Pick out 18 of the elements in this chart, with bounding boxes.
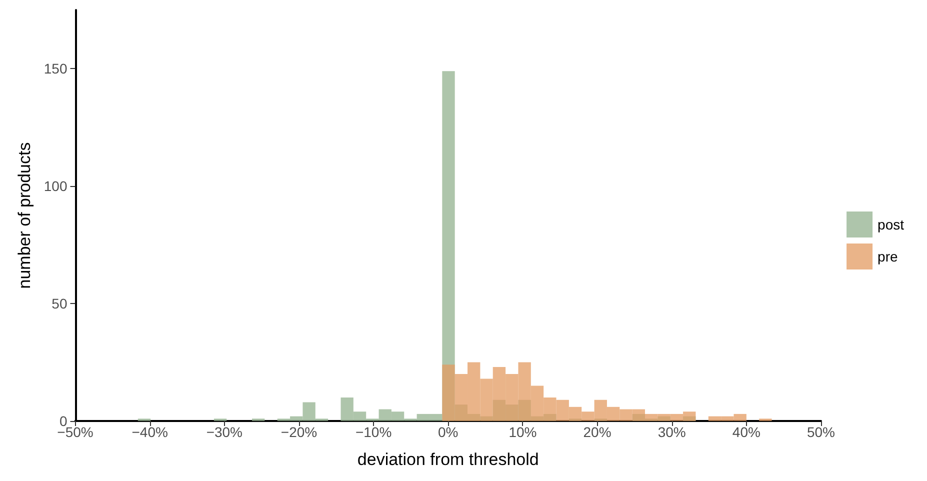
x-tick-label: 40% [732, 424, 760, 440]
x-tick-label: 30% [658, 424, 686, 440]
legend-label: pre [878, 248, 898, 264]
x-tick-label: −30% [206, 424, 243, 440]
x-tick-label: 10% [508, 424, 537, 440]
x-tick-label: 50% [806, 424, 836, 440]
x-tick-label: −20% [280, 424, 318, 440]
y-tick-label: 0 [59, 413, 68, 429]
y-tick-label: 150 [44, 60, 68, 77]
y-tick-label: 100 [44, 178, 68, 194]
y-axis-title: number of products [15, 142, 34, 289]
y-tick-label: 50 [52, 296, 68, 312]
x-tick-label: −40% [132, 424, 168, 440]
x-tick-label: −10% [355, 424, 392, 440]
x-axis-title: deviation from threshold [357, 450, 539, 469]
x-tick-label: 20% [583, 424, 612, 440]
x-tick-label: 0% [438, 424, 458, 440]
legend-label: post [878, 216, 904, 232]
